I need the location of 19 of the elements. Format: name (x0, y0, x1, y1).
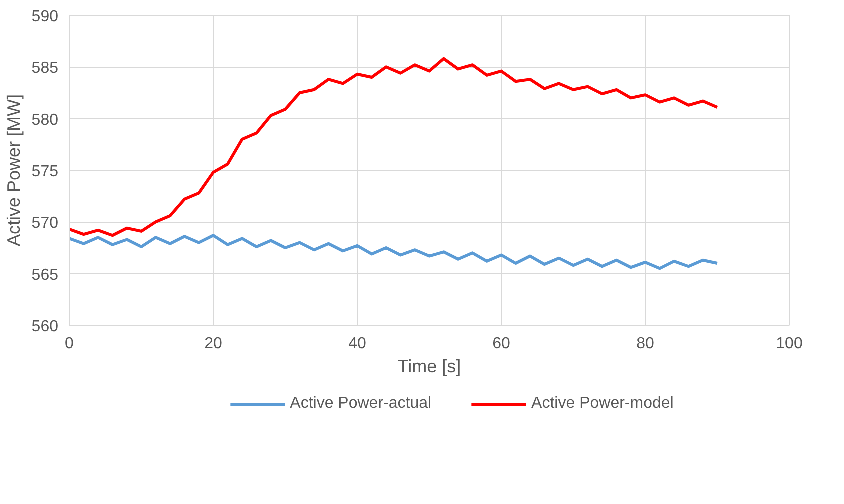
y-tick-label: 570 (32, 215, 59, 232)
y-tick-label: 560 (32, 318, 59, 336)
x-tick-label: 20 (204, 336, 222, 352)
line-series (70, 57, 719, 238)
y-tick-label: 590 (32, 8, 59, 26)
x-tick-label: 100 (776, 336, 803, 352)
x-tick-label: 40 (348, 336, 366, 352)
y-tick-label: 585 (32, 60, 59, 78)
y-tick-label: 580 (32, 112, 59, 129)
legend-label: Active Power-model (532, 395, 674, 413)
x-axis-title: Time [s] (398, 356, 462, 376)
y-axis-title: Active Power [MW] (4, 94, 24, 247)
x-tick-label: 60 (492, 336, 510, 352)
y-tick-label: 575 (32, 164, 59, 180)
legend-label: Active Power-actual (290, 395, 432, 413)
x-tick-label: 80 (636, 336, 654, 352)
x-tick-label: 0 (65, 336, 74, 352)
y-tick-label: 565 (32, 266, 59, 284)
line-series (70, 234, 719, 270)
